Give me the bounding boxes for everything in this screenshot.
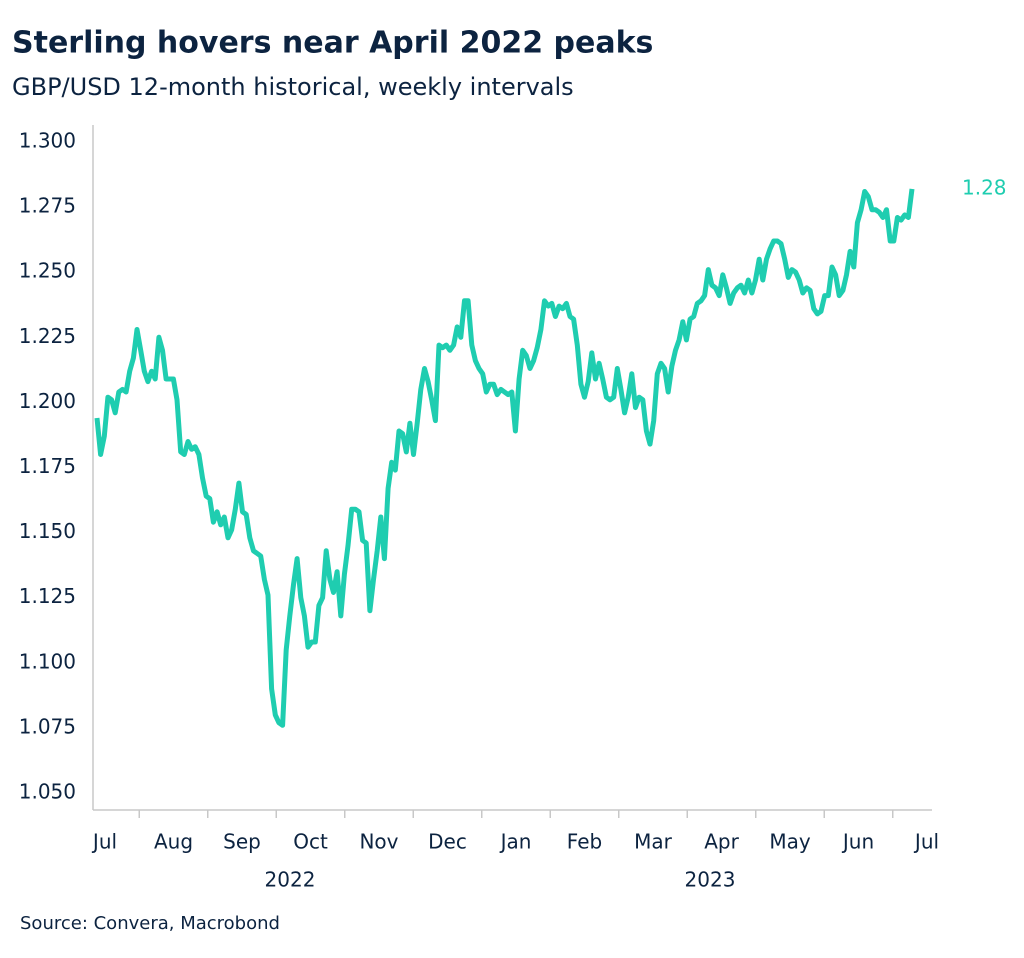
y-tick-label: 1.250 <box>19 259 76 283</box>
x-tick-label: Aug <box>154 830 193 854</box>
x-tick-label: Mar <box>634 830 673 854</box>
x-tick-label: Apr <box>704 830 739 854</box>
y-tick-label: 1.050 <box>19 780 76 804</box>
y-tick-label: 1.275 <box>19 194 76 218</box>
y-tick-label: 1.075 <box>19 714 76 738</box>
data-line <box>94 188 915 728</box>
x-tick-label: May <box>769 830 811 854</box>
end-label: 1.28 <box>962 175 1007 199</box>
x-tick-label: Feb <box>567 830 602 854</box>
y-tick-label: 1.150 <box>19 519 76 543</box>
x-tick-label: Nov <box>359 830 398 854</box>
y-tick-label: 1.125 <box>19 584 76 608</box>
y-tick-label: 1.300 <box>19 129 76 153</box>
year-label: 2023 <box>685 868 736 892</box>
x-tick-label: Jun <box>841 830 874 854</box>
year-label: 2022 <box>265 868 316 892</box>
y-tick-label: 1.225 <box>19 324 76 348</box>
x-tick-label: Jan <box>499 830 532 854</box>
y-tick-label: 1.100 <box>19 649 76 673</box>
x-tick-label: Oct <box>293 830 328 854</box>
x-tick-label: Sep <box>223 830 261 854</box>
y-tick-label: 1.175 <box>19 454 76 478</box>
y-tick-label: 1.200 <box>19 389 76 413</box>
x-tick-label: Jul <box>913 830 939 854</box>
chart-subtitle: GBP/USD 12-month historical, weekly inte… <box>12 73 574 101</box>
x-tick-label: Dec <box>428 830 467 854</box>
source: Source: Convera, Macrobond <box>20 913 280 934</box>
x-tick-label: Jul <box>91 830 117 854</box>
chart-title: Sterling hovers near April 2022 peaks <box>12 26 653 61</box>
